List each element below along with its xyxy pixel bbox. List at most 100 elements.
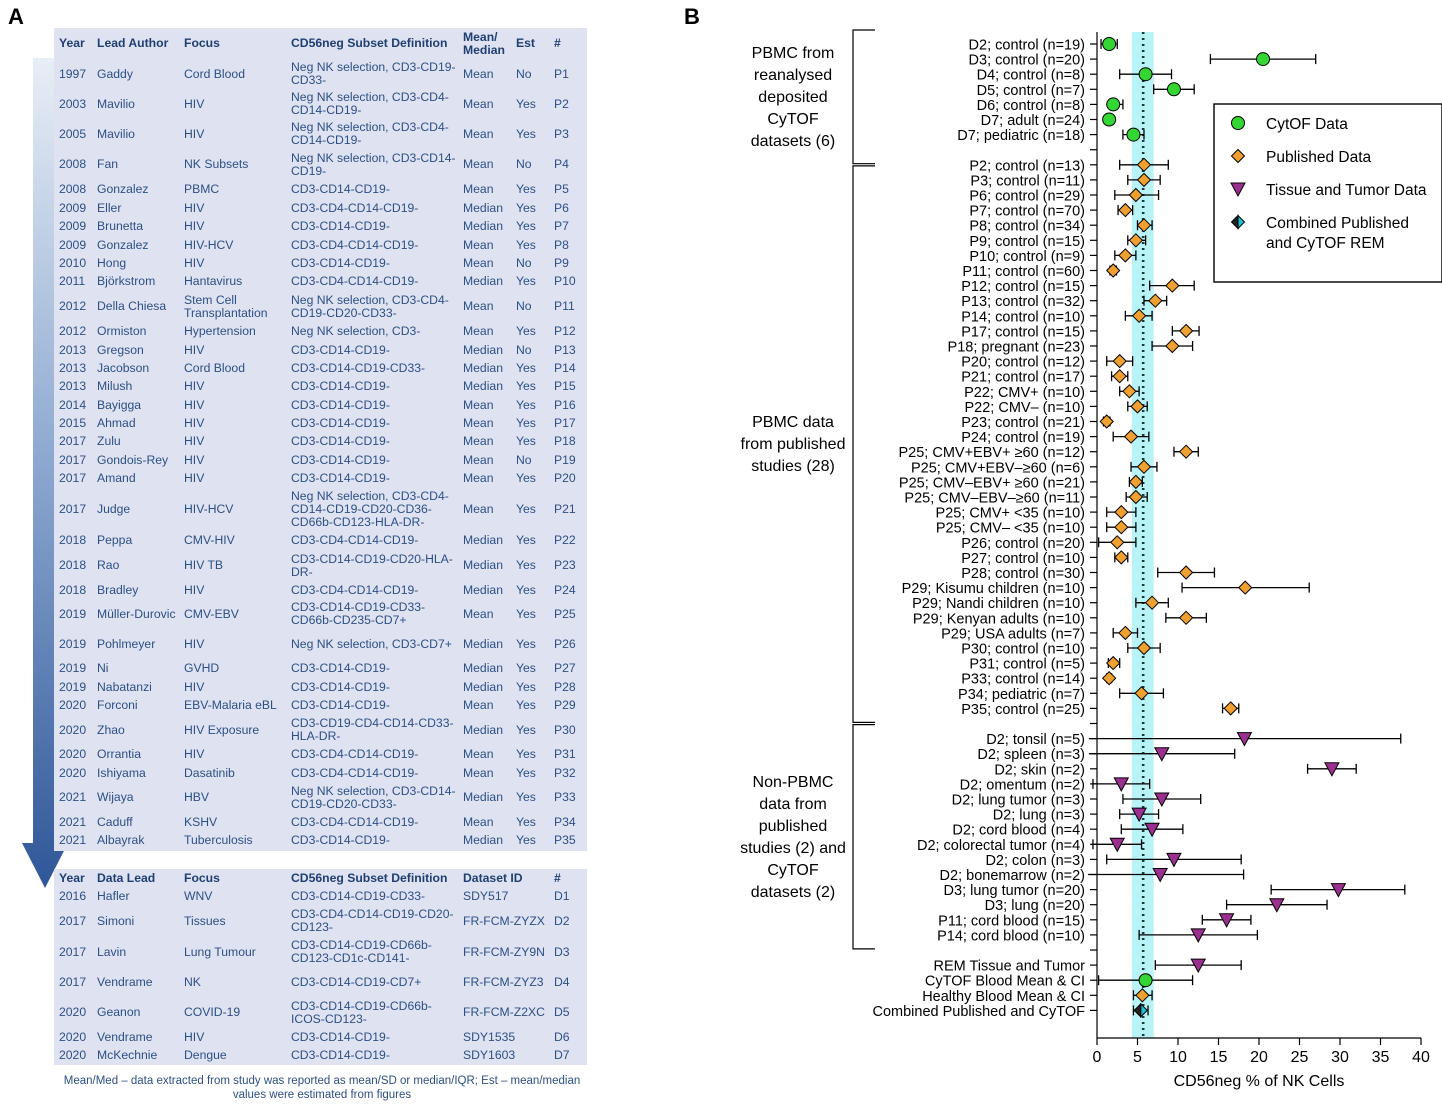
- table-cell-est: No: [516, 66, 532, 81]
- circle-marker: [1102, 112, 1117, 127]
- group-label: deposited: [758, 89, 827, 106]
- table-cell-author: Gonzalez: [97, 182, 149, 196]
- table-cell-focus: HIV: [184, 470, 205, 485]
- point-marker-diamond: [1135, 988, 1150, 1003]
- row-label: P29; USA adults (n=7): [941, 626, 1085, 642]
- table-cell-dsid: SDY517: [463, 889, 509, 903]
- table-row: 2010 Hong HIV CD3-CD14-CD19- Mean No P9: [54, 254, 587, 272]
- diamond-marker: [1123, 429, 1139, 444]
- row-label: D2; tonsil (n=5): [986, 732, 1085, 748]
- studies-table: Year Lead Author Focus CD56neg Subset Defin…: [54, 28, 587, 851]
- table-cell-def: CD3-CD14-CD19-: [291, 452, 390, 467]
- row-label: P24; control (n=19): [961, 430, 1085, 446]
- diamond-marker: [1178, 444, 1194, 459]
- table-cell-focus: Hantavirus: [184, 274, 243, 288]
- row-label: D7; adult (n=24): [981, 113, 1085, 129]
- row-label: P23; control (n=21): [961, 415, 1085, 431]
- table-cell-focus: Cord Blood: [184, 66, 245, 81]
- table-cell-year: 2019: [59, 606, 87, 621]
- table-cell-year: 2020: [59, 698, 87, 712]
- diamond-marker: [1136, 640, 1152, 656]
- table-cell-author: Lavin: [97, 944, 127, 959]
- row-label: P29; Nandi children (n=10): [912, 596, 1085, 612]
- column-header: Dataset ID: [463, 870, 523, 885]
- table-cell-id: P22: [554, 533, 576, 547]
- table-cell-year: 2008: [59, 182, 87, 196]
- point-marker-diamond: [1118, 202, 1133, 218]
- x-tick-label: 10: [1169, 1049, 1187, 1066]
- table-cell-id: P28: [554, 679, 576, 694]
- row-label: P33; control (n=14): [961, 672, 1085, 688]
- table-cell-def: CD3-CD4-CD14-CD19-: [291, 747, 419, 761]
- point-marker-diamond: [1178, 444, 1194, 459]
- row-label: REM Tissue and Tumor: [934, 959, 1086, 975]
- point-marker-triangle: [1268, 898, 1285, 913]
- group-label: datasets (2): [751, 884, 835, 901]
- table-cell-est: Yes: [516, 324, 536, 338]
- row-label: D5; control (n=7): [977, 83, 1085, 99]
- point-marker-triangle: [1230, 182, 1246, 198]
- table-cell-def: Neg NK selection, CD3-CD19-CD33-: [291, 60, 456, 87]
- table-cell-author: Björkstrom: [97, 274, 156, 288]
- row-label: P25; CMV– <35 (n=10): [936, 521, 1085, 537]
- triangle-marker: [1166, 852, 1182, 868]
- table-cell-def: CD3-CD4-CD14-CD19-CD20-CD123-: [291, 907, 454, 934]
- table-cell-est: Yes: [516, 533, 536, 547]
- table-cell-year: 2017: [59, 452, 87, 467]
- table-footnote: Mean/Med – data extracted from study was…: [63, 1075, 581, 1101]
- diamond-marker: [1128, 233, 1144, 248]
- table-cell-author: Wijaya: [97, 790, 134, 804]
- table-cell-est: Yes: [516, 698, 536, 712]
- table-row: 2019 Nabatanzi HIV CD3-CD14-CD19- Median Yes P…: [54, 678, 587, 696]
- table-cell-id: P4: [554, 157, 569, 171]
- table-row: 2017 Simoni Tissues CD3-CD4-CD14-CD19-CD20-…: [54, 906, 587, 936]
- diamond-marker: [1230, 148, 1246, 164]
- circle-marker: [1256, 52, 1271, 67]
- table-cell-focus: GVHD: [184, 661, 220, 675]
- table-cell-id: D6: [554, 1029, 570, 1044]
- table-cell-author: Zhao: [97, 722, 125, 737]
- table-cell-year: 2021: [59, 814, 87, 829]
- table-cell-focus: HIV TB: [184, 558, 224, 572]
- row-label: P21; control (n=17): [961, 370, 1085, 386]
- table-row: 2013 Gregson HIV CD3-CD14-CD19- Median No P13: [54, 341, 587, 359]
- group-label: data from: [759, 796, 827, 813]
- x-tick-label: 35: [1372, 1049, 1390, 1066]
- table-cell-id: P7: [554, 219, 569, 233]
- point-marker-circle: [1138, 973, 1153, 988]
- table-cell-focus: HIV: [184, 679, 205, 694]
- table-cell-author: Simoni: [97, 913, 135, 928]
- row-label: P26; control (n=20): [961, 536, 1085, 552]
- point-marker-diamond: [1101, 670, 1117, 686]
- table-cell-focus: HIV: [184, 452, 205, 467]
- table-cell-est: No: [516, 299, 532, 313]
- row-label: P10; control (n=9): [969, 249, 1085, 265]
- table-cell-author: Brunetta: [97, 219, 144, 233]
- point-marker-diamond: [1131, 308, 1147, 324]
- table-cell-est: No: [516, 452, 532, 467]
- table-cell-year: 2009: [59, 219, 87, 233]
- table-cell-def: CD3-CD14-CD19-CD66b-CD123-CD1c-CD141-: [291, 938, 432, 965]
- table-cell-author: Gregson: [97, 342, 144, 357]
- column-header: Data Lead: [97, 870, 156, 885]
- table-cell-year: 2021: [59, 833, 87, 847]
- table-cell-mean: Median: [463, 661, 503, 675]
- diamond-marker: [1178, 565, 1194, 580]
- point-marker-diamond: [1238, 580, 1253, 595]
- table-cell-id: D5: [554, 1005, 570, 1019]
- row-label: D2; omentum (n=2): [960, 777, 1085, 793]
- table-cell-est: Yes: [516, 833, 536, 847]
- triangle-marker: [1218, 913, 1235, 928]
- table-cell-dsid: FR-FCM-ZYZX: [463, 913, 545, 928]
- table-cell-year: 2009: [59, 200, 87, 215]
- table-cell-mean: Mean: [463, 126, 494, 141]
- table-cell-focus: CMV-HIV: [184, 533, 235, 547]
- table-cell-focus: HIV: [184, 255, 205, 270]
- table-cell-year: 2008: [59, 157, 87, 171]
- point-marker-diamond: [1223, 701, 1238, 716]
- table-cell-focus: KSHV: [184, 814, 218, 829]
- table-cell-def: Neg NK selection, CD3-: [291, 324, 421, 338]
- triangle-marker: [1144, 822, 1160, 838]
- legend-label: Published Data: [1266, 149, 1372, 166]
- row-label: D2; bonemarrow (n=2): [940, 868, 1085, 884]
